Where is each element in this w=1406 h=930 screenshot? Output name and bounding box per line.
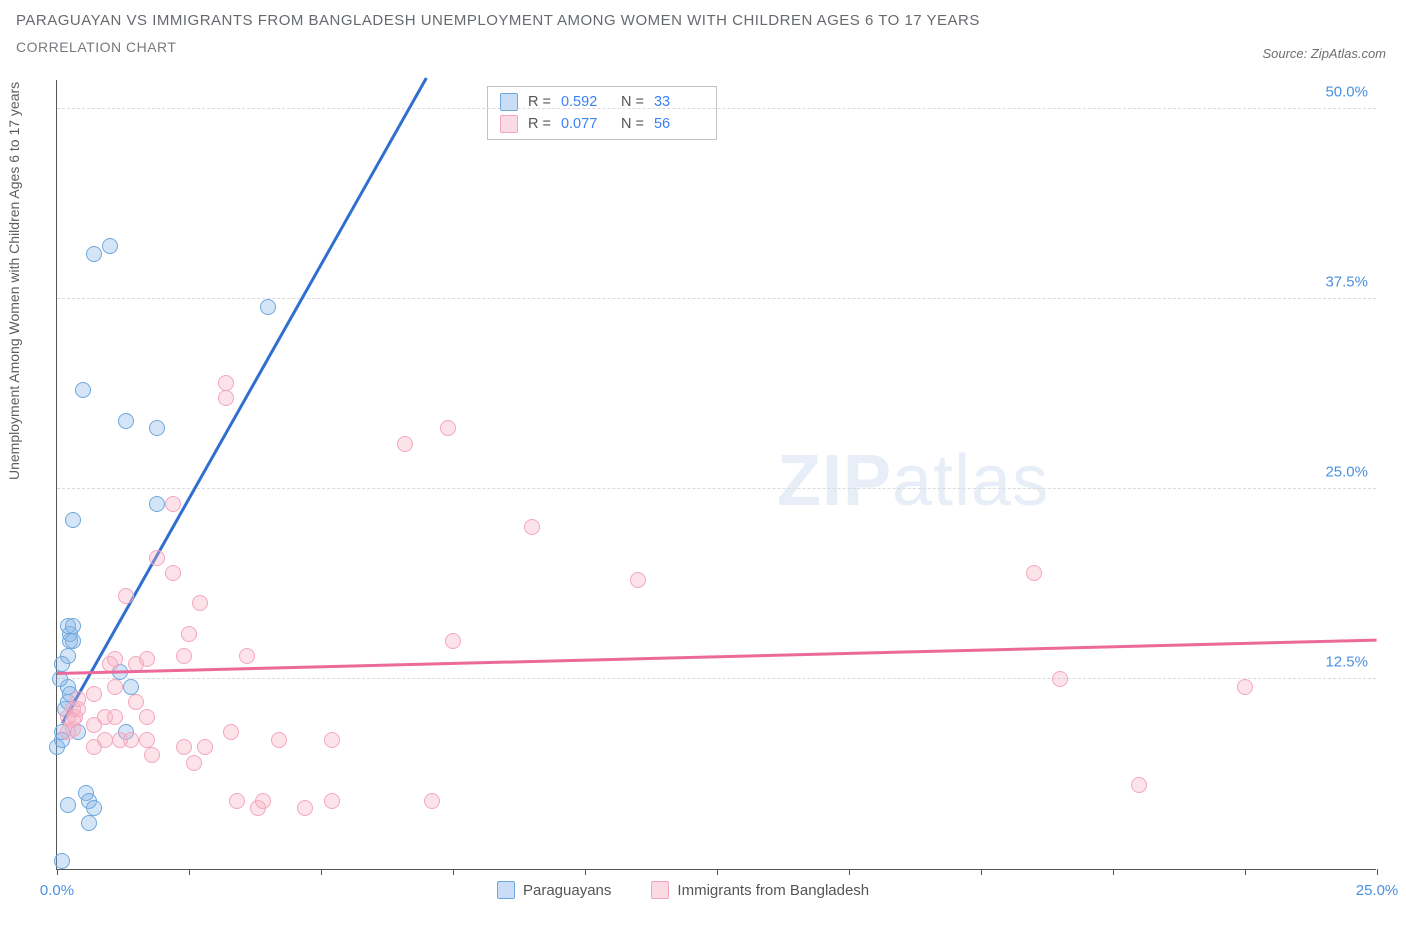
data-point: [176, 739, 192, 755]
data-point: [1237, 679, 1253, 695]
data-point: [149, 420, 165, 436]
x-tick: [189, 869, 190, 875]
data-point: [54, 656, 70, 672]
x-tick: [585, 869, 586, 875]
data-point: [70, 691, 86, 707]
data-point: [128, 694, 144, 710]
data-point: [197, 739, 213, 755]
data-point: [149, 496, 165, 512]
data-point: [86, 800, 102, 816]
data-point: [297, 800, 313, 816]
data-point: [186, 755, 202, 771]
x-tick: [1245, 869, 1246, 875]
data-point: [1026, 565, 1042, 581]
data-point: [324, 732, 340, 748]
stats-row-series-0: R = 0.592 N = 33: [496, 91, 708, 113]
data-point: [524, 519, 540, 535]
chart-title: PARAGUAYAN VS IMMIGRANTS FROM BANGLADESH…: [16, 12, 1390, 29]
stats-box: R = 0.592 N = 33 R = 0.077 N = 56: [487, 86, 717, 140]
data-point: [118, 588, 134, 604]
x-tick-label: 0.0%: [40, 882, 74, 899]
data-point: [239, 648, 255, 664]
swatch-blue-icon: [497, 881, 515, 899]
gridline: [57, 108, 1376, 109]
data-point: [229, 793, 245, 809]
data-point: [81, 815, 97, 831]
x-tick: [981, 869, 982, 875]
x-tick: [321, 869, 322, 875]
data-point: [139, 732, 155, 748]
trend-line: [61, 77, 427, 724]
data-point: [440, 420, 456, 436]
x-tick: [849, 869, 850, 875]
y-tick-label: 50.0%: [1325, 84, 1368, 101]
x-tick-label: 25.0%: [1356, 882, 1399, 899]
x-tick: [717, 869, 718, 875]
legend-item-1: Immigrants from Bangladesh: [651, 881, 869, 899]
data-point: [165, 496, 181, 512]
x-tick: [453, 869, 454, 875]
data-point: [165, 565, 181, 581]
data-point: [255, 793, 271, 809]
data-point: [123, 679, 139, 695]
data-point: [102, 238, 118, 254]
data-point: [97, 732, 113, 748]
data-point: [218, 375, 234, 391]
data-point: [271, 732, 287, 748]
stats-row-series-1: R = 0.077 N = 56: [496, 113, 708, 135]
data-point: [65, 618, 81, 634]
data-point: [176, 648, 192, 664]
data-point: [107, 679, 123, 695]
y-axis-title: Unemployment Among Women with Children A…: [6, 82, 22, 480]
data-point: [424, 793, 440, 809]
data-point: [107, 651, 123, 667]
legend-item-0: Paraguayans: [497, 881, 611, 899]
data-point: [86, 246, 102, 262]
data-point: [107, 709, 123, 725]
y-tick-label: 25.0%: [1325, 464, 1368, 481]
data-point: [181, 626, 197, 642]
data-point: [139, 709, 155, 725]
y-tick-label: 12.5%: [1325, 654, 1368, 671]
data-point: [86, 686, 102, 702]
gridline: [57, 298, 1376, 299]
data-point: [123, 732, 139, 748]
data-point: [445, 633, 461, 649]
data-point: [75, 382, 91, 398]
gridline: [57, 488, 1376, 489]
source-attribution: Source: ZipAtlas.com: [1262, 46, 1386, 61]
chart-container: Unemployment Among Women with Children A…: [16, 80, 1390, 900]
data-point: [144, 747, 160, 763]
data-point: [324, 793, 340, 809]
gridline: [57, 678, 1376, 679]
data-point: [149, 550, 165, 566]
swatch-pink-icon: [500, 115, 518, 133]
data-point: [118, 413, 134, 429]
data-point: [65, 512, 81, 528]
data-point: [65, 633, 81, 649]
x-tick: [1377, 869, 1378, 875]
x-tick: [1113, 869, 1114, 875]
data-point: [60, 797, 76, 813]
data-point: [223, 724, 239, 740]
plot-area: ZIPatlas R = 0.592 N = 33 R = 0.077 N = …: [56, 80, 1376, 870]
data-point: [1052, 671, 1068, 687]
y-tick-label: 37.5%: [1325, 274, 1368, 291]
chart-subtitle: CORRELATION CHART: [16, 39, 1390, 55]
x-tick: [57, 869, 58, 875]
data-point: [397, 436, 413, 452]
legend: Paraguayans Immigrants from Bangladesh: [497, 881, 869, 899]
data-point: [218, 390, 234, 406]
watermark: ZIPatlas: [777, 440, 1049, 522]
swatch-pink-icon: [651, 881, 669, 899]
data-point: [192, 595, 208, 611]
data-point: [54, 853, 70, 869]
data-point: [630, 572, 646, 588]
data-point: [139, 651, 155, 667]
data-point: [260, 299, 276, 315]
data-point: [1131, 777, 1147, 793]
